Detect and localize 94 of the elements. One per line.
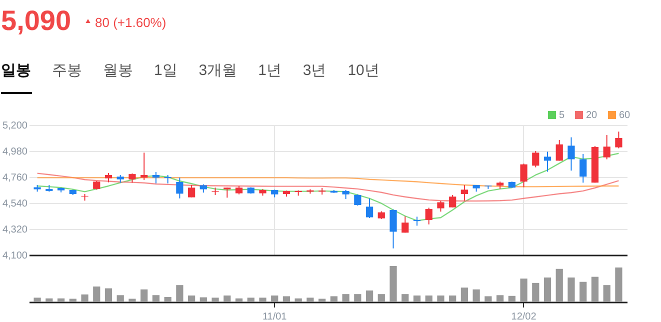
bar (224, 296, 231, 302)
chart-title: 5,090 (1, 5, 72, 36)
bar (200, 297, 207, 302)
bar (271, 296, 278, 302)
candlestick (520, 163, 528, 188)
text: 일봉 (1, 62, 31, 79)
candlestick (580, 153, 587, 184)
bar (378, 294, 385, 302)
bar (116, 295, 124, 302)
text: 3개월 (198, 62, 238, 79)
bar (212, 298, 219, 302)
bar (413, 296, 421, 302)
bar (294, 298, 302, 302)
chart-subtitle: 80 (+1.60%) (95, 15, 166, 30)
bar (591, 276, 599, 302)
bar (449, 296, 456, 302)
y-tick-label: 5,200 (2, 120, 28, 132)
bar (152, 295, 160, 302)
bar (128, 298, 136, 302)
bar (568, 278, 575, 302)
candlestick (366, 198, 374, 219)
text: 10년 (348, 62, 380, 79)
bar (46, 298, 53, 302)
candlestick (176, 177, 184, 199)
y-tick-label: 4,540 (2, 198, 28, 210)
text: 주봉 (52, 62, 82, 79)
bar (140, 289, 148, 302)
bar (366, 290, 374, 302)
bar (496, 295, 504, 302)
text: 1일 (154, 62, 178, 79)
candlestick (603, 134, 610, 160)
bar (615, 267, 622, 302)
x-tick-label: 11/01 (262, 312, 288, 322)
bar (259, 298, 266, 302)
bar (81, 294, 88, 302)
candlestick (532, 150, 540, 168)
bar (93, 286, 100, 302)
bar (164, 296, 172, 302)
bar (282, 296, 290, 302)
bar (532, 282, 540, 302)
candlestick (615, 131, 622, 149)
bar (188, 296, 196, 302)
y-tick-label: 4,980 (2, 146, 28, 158)
bar (318, 298, 326, 302)
text: 월봉 (103, 62, 133, 79)
candlestick (449, 194, 456, 208)
bar (544, 278, 552, 302)
candlestick (188, 184, 196, 198)
y-tick-label: 4,760 (2, 172, 28, 184)
candlestick (390, 208, 397, 249)
bar (402, 294, 409, 302)
bar (342, 294, 350, 302)
candlestick (425, 207, 432, 225)
bar (437, 296, 444, 302)
candlestick (437, 200, 444, 212)
bar (556, 268, 563, 302)
bar (508, 296, 516, 302)
legend-label: 5 (559, 110, 565, 121)
text: 3년 (302, 62, 326, 79)
bar (104, 288, 112, 302)
y-tick-label: 4,320 (2, 224, 28, 236)
legend-label: 20 (586, 110, 598, 121)
bar (390, 266, 397, 302)
candlestick (556, 140, 563, 162)
bar (57, 298, 65, 302)
candlestick (460, 184, 468, 202)
candlestick (544, 151, 552, 172)
bar (472, 289, 480, 302)
bar (603, 285, 610, 302)
candlestick (402, 216, 409, 234)
legend-label: 60 (619, 110, 631, 121)
text: 1년 (258, 62, 282, 79)
bar (330, 296, 338, 302)
bar (247, 298, 254, 302)
bar (69, 298, 76, 302)
candlestick (224, 187, 231, 198)
bar (34, 298, 41, 302)
candlestick (354, 194, 362, 206)
bar (460, 288, 468, 302)
bar (484, 296, 492, 302)
bar (580, 282, 587, 302)
y-tick-label: 4,100 (2, 250, 28, 262)
bar (425, 296, 432, 302)
bar (354, 294, 362, 302)
bar (520, 278, 528, 302)
candlestick (568, 136, 575, 172)
bar (176, 285, 184, 302)
candlestick (152, 172, 160, 184)
bar (306, 298, 314, 302)
bar (235, 298, 243, 302)
x-tick-label: 12/02 (511, 312, 537, 322)
candlestick (104, 172, 112, 183)
candlestick (128, 172, 136, 184)
candlestick (140, 152, 148, 180)
